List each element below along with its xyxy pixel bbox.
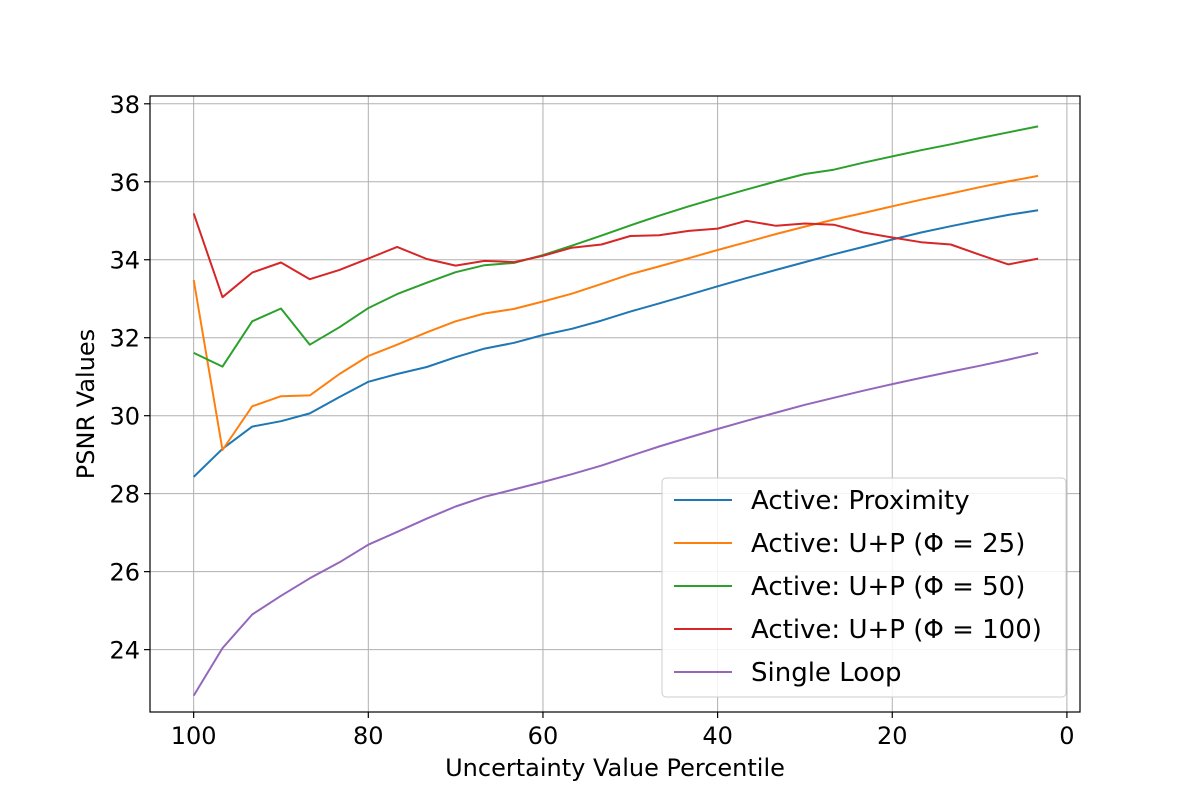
x-axis-label: Uncertainty Value Percentile: [445, 754, 785, 782]
series-line-5: [192, 351, 1039, 697]
legend-label-2: Active: U+P (Φ = 25): [751, 529, 1025, 559]
x-tick-label: 80: [353, 722, 384, 750]
x-tick-label: 20: [877, 722, 908, 750]
x-tick-label: 40: [702, 722, 733, 750]
y-tick-label: 30: [109, 403, 140, 431]
x-tick-label: 100: [171, 722, 217, 750]
x-tick-label: 0: [1059, 722, 1074, 750]
y-tick-label: 28: [109, 481, 140, 509]
plot-frame: [149, 95, 1081, 713]
y-tick-label: 26: [109, 559, 140, 587]
legend-label-3: Active: U+P (Φ = 50): [751, 572, 1025, 602]
legend-label-1: Active: Proximity: [751, 486, 970, 516]
y-tick-label: 36: [109, 169, 140, 197]
series-line-2: [192, 174, 1039, 451]
series-line-3: [193, 125, 1039, 368]
y-tick-label: 38: [109, 91, 140, 119]
legend: Active: Proximity Active: U+P (Φ = 25) Act…: [661, 477, 1067, 698]
legend-label-5: Single Loop: [751, 658, 902, 688]
grid: [150, 96, 1080, 712]
y-tick-label: 24: [109, 637, 140, 665]
y-tick-label: 34: [109, 247, 140, 275]
y-tick-label: 32: [109, 325, 140, 353]
y-axis-label: PSNR Values: [72, 329, 100, 479]
axis-ticks: 100 80 60 40 20 0 24 26 28 30 32 34 36 38: [109, 91, 1074, 750]
series-lines: [192, 125, 1039, 697]
series-line-4: [192, 213, 1039, 299]
x-tick-label: 60: [528, 722, 559, 750]
legend-label-4: Active: U+P (Φ = 100): [751, 615, 1042, 645]
legend-box: [661, 477, 1067, 698]
